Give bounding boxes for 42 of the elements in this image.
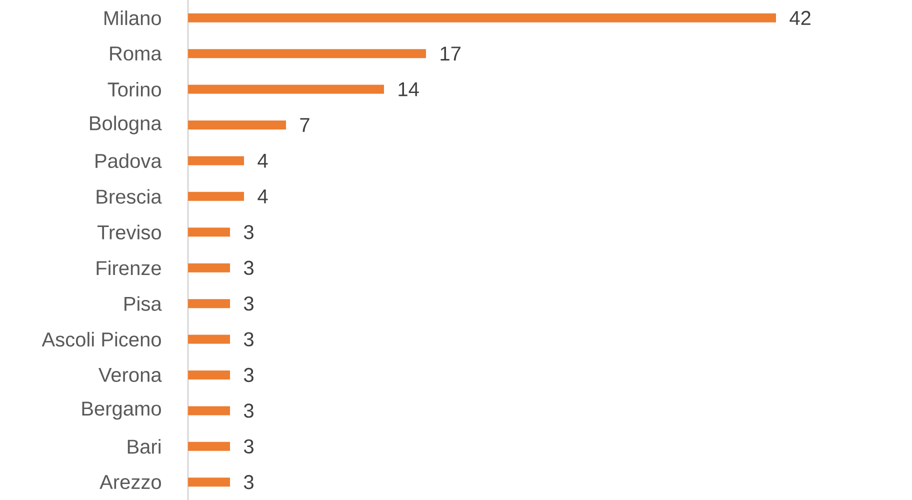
y-tick-label: Bergamo — [82, 402, 161, 420]
y-tick-label: Padova — [96, 153, 162, 168]
data-label: 17 — [440, 46, 460, 60]
data-label: 42 — [790, 10, 810, 25]
y-tick-label: Treviso — [97, 224, 161, 240]
bar — [188, 13, 776, 22]
y-tick-label: Bari — [128, 439, 160, 454]
y-tick-label: Milano — [104, 10, 161, 26]
y-tick-label: Torino — [108, 82, 161, 97]
data-label: 3 — [244, 225, 254, 240]
data-label: 14 — [398, 82, 419, 96]
bar — [188, 156, 244, 166]
bar — [188, 334, 230, 344]
data-label: 3 — [244, 439, 254, 454]
y-tick-label: Brescia — [96, 189, 162, 204]
y-tick-label: Firenze — [96, 260, 161, 276]
bar — [188, 299, 230, 308]
data-label: 4 — [258, 190, 268, 204]
data-label: 3 — [244, 332, 254, 346]
bar — [188, 49, 426, 58]
bar — [188, 192, 244, 201]
bar — [188, 478, 230, 487]
data-label: 3 — [244, 260, 254, 275]
data-label: 3 — [244, 296, 254, 311]
y-tick-label: Arezzo — [100, 475, 161, 490]
bar — [188, 406, 230, 416]
bar — [188, 370, 230, 380]
y-tick-label: Bologna — [90, 116, 162, 134]
bar — [188, 442, 230, 451]
data-label: 4 — [258, 154, 268, 168]
y-tick-label: Pisa — [124, 296, 162, 311]
y-tick-label: Ascoli Piceno — [42, 332, 161, 347]
y-tick-label: Roma — [110, 46, 162, 61]
bar — [188, 84, 384, 94]
y-tick-label: Verona — [98, 368, 162, 382]
data-label: 3 — [244, 368, 254, 382]
bar — [188, 263, 230, 272]
bar — [188, 120, 286, 130]
data-label: 3 — [244, 475, 254, 490]
data-label: 7 — [300, 118, 310, 132]
data-label: 3 — [244, 404, 254, 418]
bar — [188, 228, 230, 237]
